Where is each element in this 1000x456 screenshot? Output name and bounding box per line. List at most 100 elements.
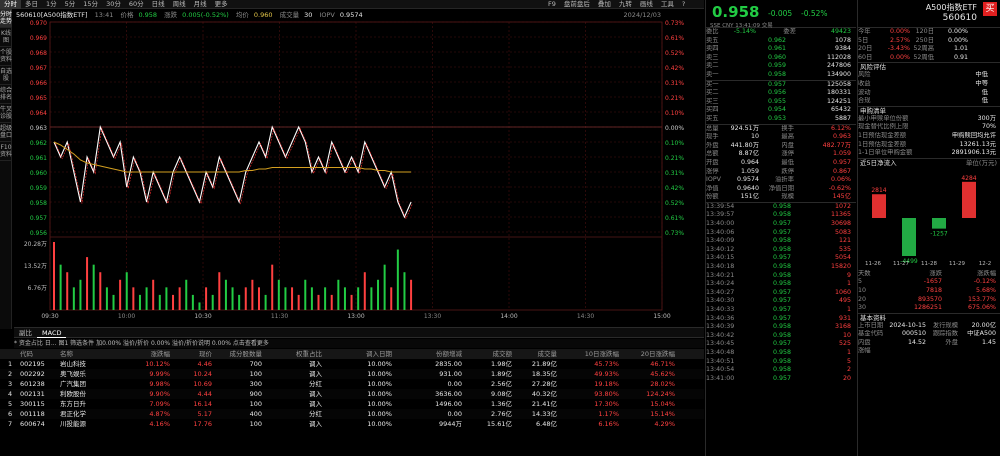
indicator-tab-1[interactable]: MACD <box>37 329 67 338</box>
tab-6[interactable]: 60分 <box>128 0 144 8</box>
table-cell: 7 <box>8 420 13 428</box>
stat-row: 总量 924.51万 换手 6.12% <box>706 125 856 134</box>
volume-bar-2 <box>66 272 69 310</box>
cell: 买二 <box>706 89 719 97</box>
bid-level: 买二 0.956 180331 <box>706 89 856 98</box>
cell: 0.957 <box>772 306 791 313</box>
sidebar-item-4[interactable]: 综合排名 <box>0 85 12 104</box>
tab-0[interactable]: 分时 <box>0 0 21 9</box>
column-header[interactable]: 10日涨跌幅 <box>584 350 619 358</box>
sidebar-item-1[interactable]: K线图 <box>0 28 12 47</box>
perf-row: 今年 0.00% 120日 0.00% <box>858 28 1000 37</box>
cell: 13:39:57 <box>706 211 735 219</box>
tab-8[interactable]: 周线 <box>172 0 186 8</box>
table-cell: 002195 <box>20 360 45 368</box>
column-header[interactable]: 涨跌幅 <box>150 350 171 358</box>
avg-price-line <box>53 141 412 173</box>
column-header[interactable]: 现价 <box>199 350 212 358</box>
toolbar-item-5[interactable]: 工具 <box>660 0 674 8</box>
tab-5[interactable]: 30分 <box>106 0 121 8</box>
notice-bar: * 资金占比 日... 图1 筛选条件 加0.00% 溢价/折价 0.00% 溢… <box>14 339 704 348</box>
ask-level: 卖二 0.959 247806 <box>706 62 856 71</box>
committee-cell: 49423 <box>830 28 851 35</box>
column-header[interactable] <box>0 349 20 359</box>
table-cell: 10.69 <box>193 380 212 388</box>
tab-2[interactable]: 1分 <box>46 0 57 8</box>
volume-bar-25 <box>218 272 221 310</box>
tab-4[interactable]: 15分 <box>83 0 99 8</box>
toolbar-item-3[interactable]: 九转 <box>618 0 632 8</box>
tab-1[interactable]: 多日 <box>25 0 38 8</box>
toolbar-item-4[interactable]: 画线 <box>639 0 653 8</box>
table-row[interactable]: 1 002195 岩山科技 10.12% 4.46 700 调入 10.00% 2835.00 1… <box>0 359 704 369</box>
cell: 0.957 <box>772 374 791 382</box>
toolbar-item-2[interactable]: 叠加 <box>597 0 611 8</box>
cell: 120日 <box>915 28 934 35</box>
volume-bar-12 <box>132 287 135 310</box>
column-header[interactable]: 权重占比 <box>296 350 322 358</box>
table-cell: 利欧股份 <box>60 390 86 398</box>
cell: 1060 <box>834 288 851 296</box>
sidebar-item-5[interactable]: 牛叉诊股 <box>0 104 12 123</box>
tick-row: 13:41:00 0.957 20 <box>706 375 856 384</box>
column-header[interactable]: 成交额 <box>492 350 513 358</box>
sidebar-item-3[interactable]: 自选股 <box>0 66 12 85</box>
volume-bar-32 <box>264 294 267 310</box>
bid-level: 买三 0.955 124251 <box>706 98 856 107</box>
sidebar-item-6[interactable]: 超级盘口 <box>0 123 12 142</box>
column-header[interactable]: 名称 <box>60 350 73 358</box>
column-header[interactable]: 成分股数量 <box>229 350 263 358</box>
y-left-label: 0.968 <box>30 50 47 57</box>
sidebar-item-2[interactable]: 个股资料 <box>0 47 12 66</box>
volume-bar-26 <box>224 279 227 310</box>
y-right-label: 0.42% <box>665 185 684 192</box>
cell: 卖二 <box>706 62 719 70</box>
column-header[interactable]: 调入日期 <box>366 350 392 358</box>
table-row[interactable]: 4 002131 利欧股份 9.90% 4.44 900 调入 10.00% 3636.00 9.… <box>0 389 704 399</box>
tab-7[interactable]: 日线 <box>151 0 165 8</box>
tab-3[interactable]: 5分 <box>64 0 76 8</box>
table-cell: 10.00% <box>367 370 392 378</box>
cursor-change: 0.005(-0.52%) <box>182 11 229 19</box>
y-left-label: 0.970 <box>30 20 47 27</box>
table-row[interactable]: 6 001118 君正化学 4.87% 5.17 400 分红 10.00% 0.00 2.76亿… <box>0 409 704 419</box>
table-cell: 6.48亿 <box>536 420 557 428</box>
table-cell: 21.41亿 <box>531 400 557 408</box>
y-left-label: 0.960 <box>30 170 47 177</box>
tick-row: 13:40:36 0.957 931 <box>706 315 856 324</box>
tick-row: 13:40:39 0.958 3168 <box>706 323 856 332</box>
table-cell: 2.56亿 <box>491 380 512 388</box>
toolbar-item-1[interactable]: 盘前盘后 <box>563 0 590 8</box>
cell: 0.957 <box>772 228 791 236</box>
tab-10[interactable]: 更多 <box>214 0 228 8</box>
table-cell: 3 <box>8 380 13 388</box>
tick-row: 13:39:54 0.958 1072 <box>706 203 856 212</box>
table-row[interactable]: 2 002292 奥飞娱乐 9.99% 10.24 100 调入 10.00% 931.00 1.… <box>0 369 704 379</box>
tab-9[interactable]: 月线 <box>193 0 207 8</box>
y-left-label: 0.969 <box>30 35 47 42</box>
intraday-chart[interactable]: 0.970 0.969 0.968 0.967 0.966 0.965 0.964 0.963… <box>14 18 704 328</box>
cell: 0.964 <box>740 158 759 166</box>
table-row[interactable]: 5 300115 东方日升 7.09% 16.14 100 调入 10.00% 1496.00 1… <box>0 399 704 409</box>
volume-bar-44 <box>343 287 346 310</box>
table-row[interactable]: 3 601238 广汽集团 9.98% 10.69 300 分红 10.00% 0.00 2.56… <box>0 379 704 389</box>
table-cell: 19.18% <box>594 380 619 388</box>
toolbar-item-6[interactable]: ? <box>681 0 686 8</box>
cell: 跌停 <box>781 167 794 175</box>
column-header[interactable]: 份额增减 <box>436 350 462 358</box>
table-cell: 5 <box>8 400 13 408</box>
sidebar-item-0[interactable]: 分时走势 <box>0 9 12 28</box>
flow-day: 12-2 <box>979 261 991 267</box>
table-cell: 14.33亿 <box>531 410 557 418</box>
toolbar-item-0[interactable]: F9 <box>548 0 556 8</box>
sidebar-item-7[interactable]: F10资料 <box>0 142 12 161</box>
perf-row: 60日 0.00% 52周低 0.91 <box>858 54 1000 63</box>
column-header[interactable]: 成交量 <box>537 350 558 358</box>
buy-button[interactable]: 买 <box>983 2 997 16</box>
indicator-tab-0[interactable]: 副比 <box>19 329 32 337</box>
cell: 0.957 <box>767 80 786 88</box>
column-header[interactable]: 20日涨跌幅 <box>640 350 675 358</box>
table-row[interactable]: 7 600674 川投能源 4.16% 17.76 100 调入 10.00% 9944万 15.… <box>0 419 704 429</box>
cell: 0.960 <box>767 53 786 61</box>
column-header[interactable]: 代码 <box>20 350 33 358</box>
